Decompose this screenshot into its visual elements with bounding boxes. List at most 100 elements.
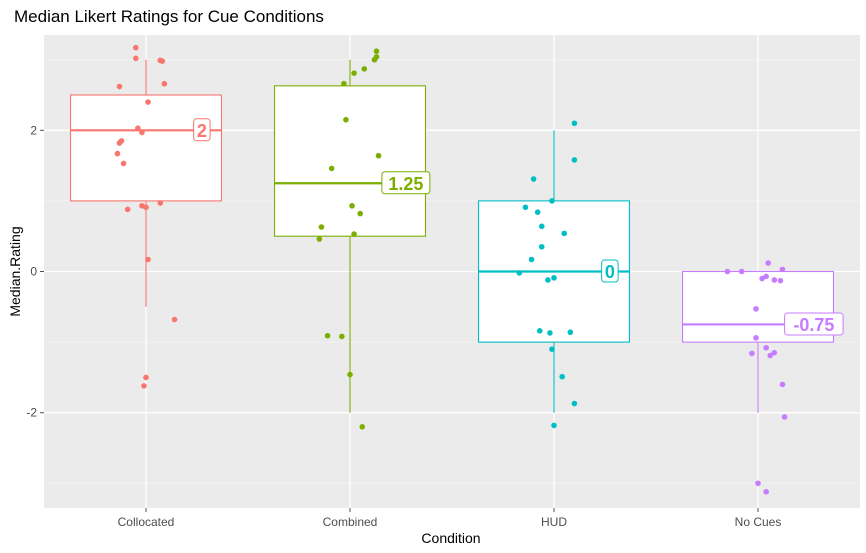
- data-point-hud: [516, 270, 523, 276]
- data-point-combined: [341, 80, 347, 87]
- y-axis-title: Median.Rating: [7, 226, 23, 316]
- data-point-hud: [545, 277, 551, 283]
- data-point-combined: [359, 424, 366, 430]
- data-point-no-cues: [765, 260, 771, 266]
- data-point-hud: [559, 373, 565, 380]
- median-labels-group: 2 1.25 0 -0.75: [193, 118, 844, 336]
- median-label-hud: 0: [601, 259, 619, 283]
- data-point-collocated: [157, 200, 164, 206]
- data-point-hud: [549, 198, 555, 204]
- data-point-collocated: [143, 204, 149, 211]
- data-point-no-cues: [738, 268, 745, 275]
- median-label-box: [601, 259, 619, 283]
- median-label-collocated: 2: [193, 118, 211, 142]
- data-point-collocated: [133, 55, 139, 62]
- data-point-no-cues: [779, 381, 786, 388]
- y-tick-label: -2: [26, 406, 37, 420]
- median-label-box: [381, 171, 431, 195]
- data-point-combined: [361, 66, 368, 72]
- data-point-combined: [351, 70, 357, 76]
- data-point-no-cues: [771, 277, 778, 283]
- data-point-no-cues: [781, 414, 788, 420]
- data-point-hud: [536, 328, 543, 334]
- x-axis: Collocated Combined HUD No Cues: [118, 508, 782, 529]
- data-point-combined: [351, 231, 357, 237]
- data-point-combined: [324, 332, 331, 339]
- median-label-text: -0.75: [793, 315, 834, 335]
- box-series-group: [69, 59, 835, 413]
- median-label-text: 2: [197, 121, 207, 141]
- data-point-no-cues: [749, 350, 755, 357]
- data-point-collocated: [135, 125, 141, 131]
- data-point-collocated: [139, 129, 145, 136]
- y-tick-label: 2: [30, 123, 37, 137]
- data-point-combined: [347, 371, 353, 378]
- x-tick-label: No Cues: [735, 515, 782, 529]
- data-point-combined: [343, 116, 349, 123]
- data-point-hud: [551, 275, 557, 281]
- x-tick-label: Collocated: [118, 515, 175, 529]
- data-point-combined: [357, 210, 364, 217]
- x-tick-label: Combined: [323, 515, 378, 529]
- data-point-hud: [567, 329, 574, 336]
- data-point-combined: [375, 152, 382, 159]
- chart-title: Median Likert Ratings for Cue Conditions: [14, 7, 324, 26]
- data-point-combined: [328, 165, 335, 172]
- data-point-no-cues: [771, 349, 778, 356]
- median-label-text: 0: [605, 262, 615, 282]
- data-point-hud: [528, 256, 535, 263]
- data-point-collocated: [145, 256, 151, 263]
- data-point-collocated: [133, 44, 139, 51]
- box-collocated: [69, 59, 223, 307]
- data-point-hud: [530, 176, 537, 182]
- data-point-collocated: [116, 140, 123, 146]
- data-point-collocated: [161, 80, 168, 87]
- data-point-no-cues: [753, 335, 759, 341]
- data-point-collocated: [145, 99, 151, 105]
- data-point-hud: [561, 230, 567, 237]
- median-label-box: [784, 312, 844, 336]
- data-point-collocated: [120, 160, 127, 167]
- x-axis-title: Condition: [421, 530, 480, 546]
- data-point-hud: [551, 422, 557, 429]
- median-label-text: 1.25: [388, 174, 423, 194]
- data-point-collocated: [143, 374, 149, 381]
- data-point-collocated: [171, 316, 178, 323]
- data-point-hud: [538, 223, 545, 230]
- data-point-hud: [549, 346, 555, 352]
- box-combined: [273, 59, 427, 413]
- data-point-no-cues: [763, 488, 769, 495]
- data-point-combined: [316, 236, 323, 242]
- median-label-box: [193, 118, 211, 142]
- data-point-no-cues: [777, 277, 784, 284]
- data-point-collocated: [141, 383, 147, 389]
- data-point-hud: [547, 330, 553, 336]
- x-tick-label: HUD: [541, 515, 567, 529]
- data-point-hud: [571, 120, 578, 127]
- data-point-collocated: [114, 150, 121, 157]
- data-point-no-cues: [763, 344, 769, 351]
- box-iqr: [273, 85, 427, 237]
- data-point-collocated: [124, 206, 131, 213]
- median-label-combined: 1.25: [381, 171, 431, 195]
- data-point-no-cues: [724, 268, 731, 275]
- data-point-collocated: [159, 58, 166, 64]
- y-axis: -2 0 2: [26, 123, 44, 420]
- data-point-no-cues: [753, 306, 759, 312]
- data-point-combined: [318, 224, 325, 230]
- data-point-no-cues: [779, 266, 786, 273]
- data-point-hud: [571, 157, 578, 163]
- data-point-combined: [373, 48, 380, 55]
- data-point-no-cues: [759, 275, 765, 282]
- data-point-hud: [522, 204, 529, 211]
- data-point-hud: [571, 400, 578, 407]
- y-tick-label: 0: [30, 265, 37, 279]
- data-point-hud: [538, 243, 545, 250]
- median-label-no-cues: -0.75: [784, 312, 844, 336]
- data-point-collocated: [116, 83, 123, 90]
- data-point-combined: [339, 333, 345, 340]
- data-point-combined: [371, 56, 378, 63]
- data-point-combined: [349, 203, 355, 209]
- data-point-no-cues: [767, 352, 774, 359]
